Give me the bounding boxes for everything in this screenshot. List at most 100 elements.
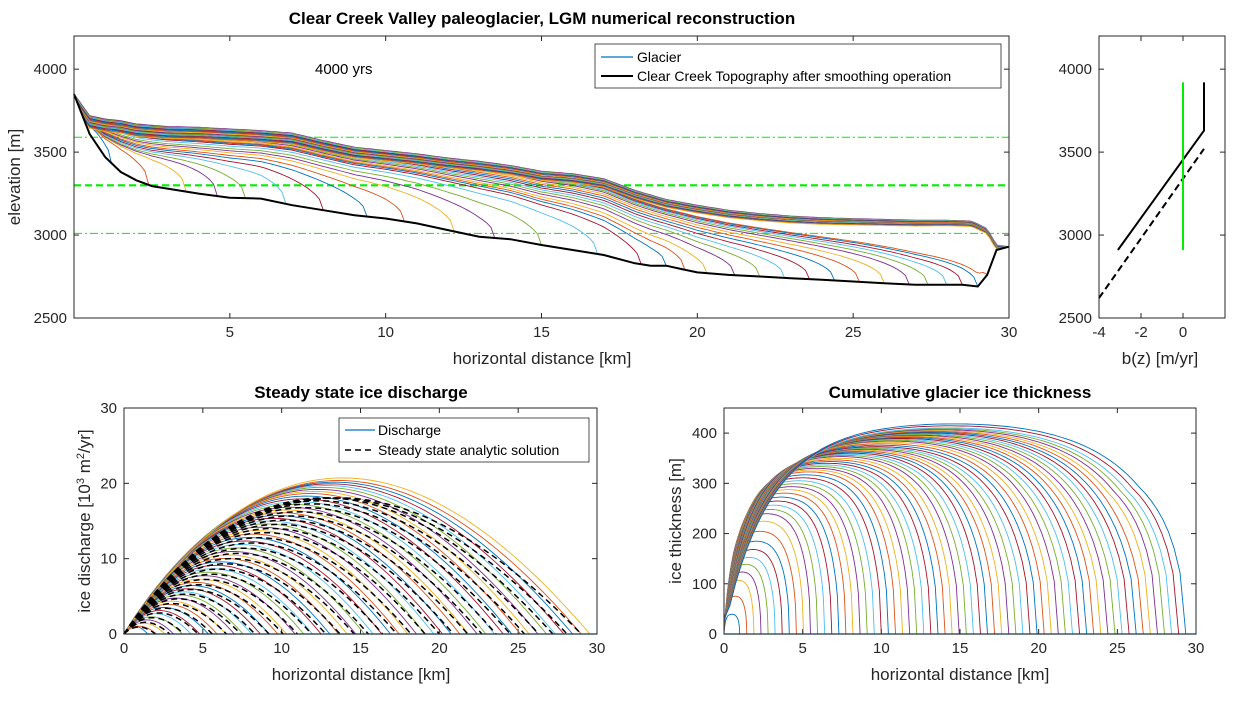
glacier-surface-line — [73, 93, 455, 232]
thickness-xtick-label: 20 — [1030, 640, 1047, 657]
discharge-y-axis-label: ice discharge [103 m2/yr] — [75, 429, 94, 612]
glacier-surface-line — [73, 93, 1010, 250]
ice-thickness-curve — [723, 425, 1180, 635]
discharge-panel: Steady state ice discharge 0 5 10 15 20 25 30 0… — [75, 383, 605, 684]
glacier-surface-line — [73, 93, 287, 205]
main-title: Clear Creek Valley paleoglacier, LGM num… — [289, 9, 795, 28]
analytic-solution-curve — [123, 506, 511, 635]
ice-thickness-curve — [723, 492, 847, 635]
discharge-xtick-label: 0 — [120, 640, 128, 657]
ice-thickness-curve — [723, 474, 889, 635]
discharge-axes-box — [123, 407, 598, 635]
analytic-solution-curve — [123, 598, 242, 635]
glacier-surface-line — [73, 93, 405, 222]
main-xtick-label: 10 — [377, 324, 394, 341]
discharge-curve — [123, 571, 305, 635]
glacier-surface-line — [73, 93, 1010, 248]
discharge-title: Steady state ice discharge — [254, 383, 468, 402]
discharge-xtick-label: 5 — [199, 640, 207, 657]
discharge-x-axis-label: horizontal distance [km] — [272, 665, 451, 684]
mb-x-axis-label: b(z) [m/yr] — [1122, 349, 1199, 368]
analytic-solution-curve — [123, 497, 582, 635]
main-x-axis-label: horizontal distance [km] — [453, 349, 632, 368]
mb-ytick-label: 2500 — [1059, 310, 1092, 327]
analytic-solution-curve — [123, 531, 426, 635]
main-xtick-label: 20 — [689, 324, 706, 341]
glacier-surface-line — [73, 93, 1010, 249]
thickness-xtick-label: 15 — [952, 640, 969, 657]
glacier-surface-line — [73, 93, 246, 199]
thickness-ytick-label: 300 — [692, 475, 717, 492]
glacier-surface-line — [73, 93, 910, 285]
glacier-surface-line — [73, 93, 324, 211]
glacier-surface-line — [73, 93, 496, 239]
glacier-surface-line — [73, 93, 218, 197]
ice-thickness-curve — [723, 436, 1095, 635]
thickness-axes-box — [723, 407, 1197, 635]
glacier-surface-line — [73, 93, 667, 266]
legend-label-glacier: Glacier — [637, 49, 682, 65]
glacier-surface-line — [73, 93, 1010, 251]
mb-xtick-label: -4 — [1092, 324, 1105, 341]
main-xtick-label: 25 — [845, 324, 862, 341]
thickness-x-axis-label: horizontal distance [km] — [871, 665, 1050, 684]
mb-ytick-label: 3500 — [1059, 144, 1092, 161]
thickness-ytick-label: 0 — [709, 626, 717, 643]
main-legend: Glacier Clear Creek Topography after smo… — [594, 43, 1002, 89]
ice-thickness-curve — [723, 441, 1052, 635]
glacier-surface-line — [73, 93, 1010, 248]
legend-label-discharge: Discharge — [378, 422, 441, 438]
thickness-title: Cumulative glacier ice thickness — [829, 383, 1092, 402]
mass-balance-line — [1117, 82, 1205, 251]
ice-thickness-curve — [723, 462, 932, 635]
main-ytick-label: 4000 — [34, 61, 67, 78]
ice-thickness-curve — [723, 432, 1130, 635]
glacier-surface-line — [73, 93, 948, 285]
glacier-surface-line — [73, 93, 368, 217]
ice-thickness-curve — [723, 453, 974, 635]
main-xtick-label: 5 — [226, 324, 234, 341]
main-y-axis-label: elevation [m] — [5, 129, 24, 225]
main-ytick-label: 3500 — [34, 144, 67, 161]
thickness-xtick-label: 5 — [798, 640, 806, 657]
mass-balance-line — [1098, 148, 1205, 299]
analytic-solution-curve — [123, 557, 355, 635]
elapsed-time-annotation: 4000 yrs — [315, 61, 373, 78]
main-ytick-label: 2500 — [34, 310, 67, 327]
thickness-ytick-label: 100 — [692, 576, 717, 593]
mb-xtick-label: 0 — [1179, 324, 1187, 341]
glacier-surface-line — [73, 93, 1010, 249]
ice-thickness-curve — [723, 427, 1173, 635]
mass-balance-panel: -4 -2 0 2500 3000 3500 4000 b(z) [m/yr] — [1059, 35, 1226, 368]
glacier-surface-line — [73, 93, 1010, 251]
thickness-ytick-label: 400 — [692, 425, 717, 442]
discharge-xtick-label: 25 — [510, 640, 527, 657]
discharge-xtick-label: 15 — [352, 640, 369, 657]
glacier-surface-line — [73, 93, 1010, 250]
analytic-solution-curve — [123, 588, 270, 635]
discharge-curve — [123, 625, 157, 635]
ice-thickness-curve — [723, 613, 741, 635]
analytic-solution-curve — [123, 511, 497, 635]
thickness-y-axis-label: ice thickness [m] — [666, 458, 685, 584]
thickness-xtick-label: 0 — [720, 640, 728, 657]
discharge-legend: Discharge Steady state analytic solution — [338, 417, 590, 463]
main-xtick-label: 30 — [1001, 324, 1018, 341]
discharge-xtick-label: 10 — [273, 640, 290, 657]
main-xtick-label: 15 — [533, 324, 550, 341]
glacier-surface-line — [73, 93, 599, 255]
analytic-solution-curve — [123, 612, 199, 635]
analytic-solution-curve — [123, 547, 384, 635]
glacier-surface-line — [73, 93, 963, 285]
glacier-surface-line — [73, 93, 1010, 248]
discharge-curve — [123, 477, 591, 635]
mb-axes-box — [1098, 35, 1226, 319]
discharge-xtick-label: 20 — [431, 640, 448, 657]
thickness-ytick-label: 200 — [692, 526, 717, 543]
ice-thickness-curve — [723, 446, 1031, 635]
main-legend-box — [594, 43, 1002, 89]
ice-thickness-curve — [723, 437, 1088, 635]
ice-thickness-curve — [723, 434, 1109, 635]
discharge-ytick-label: 0 — [109, 626, 117, 643]
